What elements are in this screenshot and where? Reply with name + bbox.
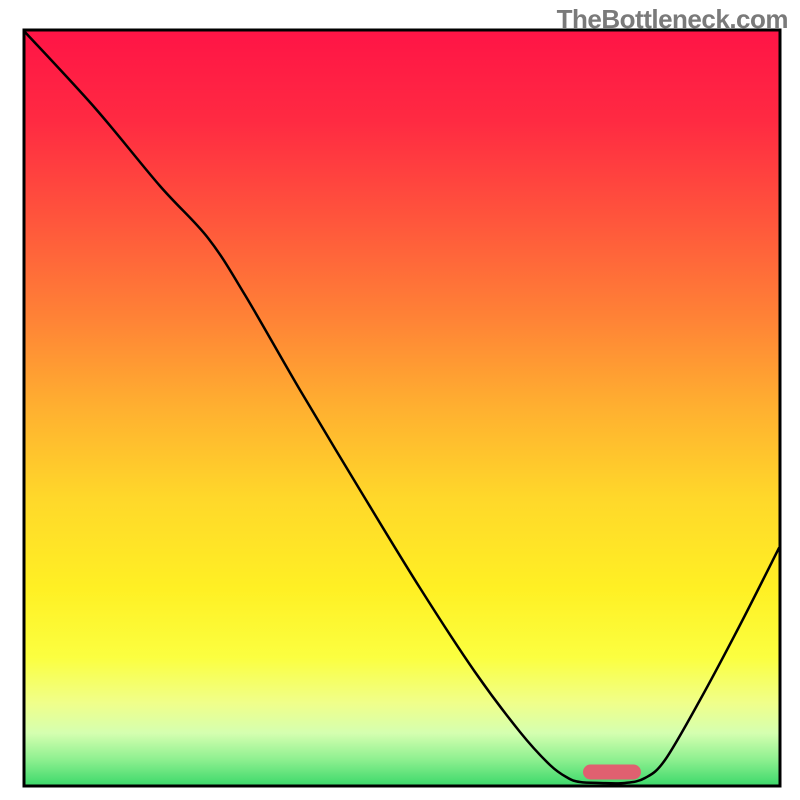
gradient-background <box>24 30 780 786</box>
optimal-marker <box>583 765 641 780</box>
watermark-text: TheBottleneck.com <box>557 4 788 35</box>
bottleneck-chart <box>0 0 800 800</box>
chart-container: TheBottleneck.com <box>0 0 800 800</box>
